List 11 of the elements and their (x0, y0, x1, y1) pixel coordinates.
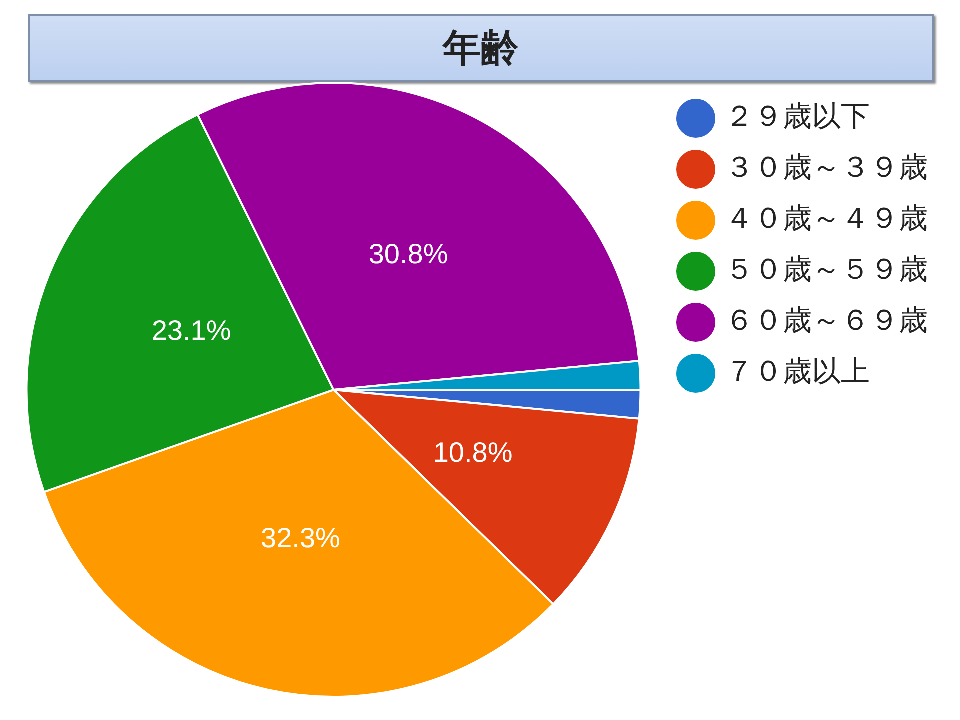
legend-label: ７０歳以上 (725, 354, 870, 388)
legend-label: ５０歳～５９歳 (725, 252, 928, 286)
data-label: 10.8% (433, 437, 513, 468)
data-label: 32.3% (261, 522, 340, 554)
legend-label: ３０歳～３９歳 (725, 150, 928, 184)
legend-label: ４０歳～４９歳 (725, 201, 928, 236)
data-label: 23.1% (152, 314, 232, 346)
chart-title: 年齢 (28, 14, 934, 82)
data-label: 30.8% (368, 238, 448, 270)
legend-label: ２９歳以下 (725, 99, 870, 134)
legend-label: ６０歳～６９歳 (725, 303, 928, 338)
